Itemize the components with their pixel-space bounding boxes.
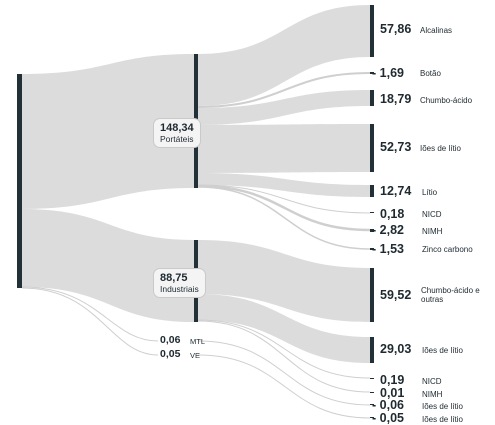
link-total-portateis bbox=[22, 54, 194, 209]
output-value-6: - 2,82 bbox=[372, 223, 404, 237]
portateis-label: Portáteis bbox=[160, 134, 194, 144]
output-value-4: 12,74 bbox=[380, 184, 412, 198]
link-total-industriais bbox=[22, 209, 194, 322]
output-value-6-num: 2,82 bbox=[379, 223, 404, 237]
output-label-1: Botão bbox=[420, 69, 441, 78]
node-chumbo-acido-outras bbox=[370, 268, 374, 322]
mtl-label: MTL bbox=[190, 337, 205, 346]
link-total-ve bbox=[21, 287, 159, 356]
output-value-12: - 0,06 bbox=[372, 398, 404, 412]
ve-label: VE bbox=[190, 351, 201, 360]
node-ioes-litio-p bbox=[370, 124, 374, 172]
link-nicd-i bbox=[197, 319, 371, 379]
output-value-12-num: 0,06 bbox=[379, 398, 404, 412]
output-label-7: Zinco carbono bbox=[422, 245, 473, 254]
link-ioes-litio-mtl bbox=[197, 340, 371, 406]
output-value-9: 29,03 bbox=[380, 342, 412, 356]
link-ioes-litio-ve bbox=[197, 354, 371, 419]
output-value-13: - 0,05 bbox=[372, 411, 404, 425]
output-value-8: 59,52 bbox=[380, 288, 412, 302]
output-value-7: - 1,53 bbox=[372, 242, 404, 256]
output-value-13-num: 0,05 bbox=[379, 411, 404, 425]
output-value-10: 0,19 bbox=[380, 373, 405, 387]
portateis-value: 148,34 bbox=[160, 122, 194, 134]
link-zinco bbox=[197, 186, 371, 250]
node-nicd-p bbox=[370, 212, 374, 213]
node-litio bbox=[370, 185, 374, 197]
output-label-11: NIMH bbox=[422, 390, 443, 399]
output-label-8: Chumbo-ácido e outras bbox=[421, 286, 480, 304]
output-value-2: 18,79 bbox=[380, 92, 412, 106]
output-label-3: Iões de lítio bbox=[420, 144, 461, 153]
industriais-value: 88,75 bbox=[160, 272, 188, 284]
link-nicd-p bbox=[197, 184, 371, 214]
link-botao bbox=[197, 72, 371, 108]
node-botao bbox=[370, 72, 374, 74]
link-total-mtl bbox=[21, 286, 159, 342]
output-label-10: NICD bbox=[422, 377, 442, 386]
output-value-3: 52,73 bbox=[380, 140, 412, 154]
industriais-box: 88,75 Industriais bbox=[153, 268, 206, 298]
output-value-1: - 1,69 bbox=[372, 66, 404, 80]
output-label-9: Iões de lítio bbox=[422, 346, 463, 355]
output-label-6: NIMH bbox=[422, 227, 443, 236]
output-value-1-num: 1,69 bbox=[379, 66, 404, 80]
mtl-value: 0,06 bbox=[160, 334, 181, 346]
node-zinco bbox=[370, 248, 374, 250]
portateis-box: 148,34 Portáteis bbox=[153, 118, 201, 148]
link-nimh-p bbox=[197, 184, 371, 232]
output-label-13: Iões de lítio bbox=[422, 415, 463, 424]
node-alcalinas bbox=[370, 5, 374, 57]
link-chumbo-acido-outras bbox=[198, 240, 370, 322]
output-label-4: Lítio bbox=[422, 188, 438, 197]
node-nimh-p bbox=[370, 229, 374, 232]
link-nimh-i bbox=[197, 320, 371, 393]
node-chumbo-acido bbox=[370, 90, 374, 106]
output-label-12: Iões de lítio bbox=[422, 402, 463, 411]
link-ioes-litio-p bbox=[198, 124, 370, 173]
link-litio bbox=[198, 173, 370, 197]
output-label-0: Alcalinas bbox=[420, 26, 453, 35]
node-total bbox=[17, 74, 22, 288]
node-ioes-litio-ve bbox=[370, 417, 374, 418]
node-nicd-i bbox=[370, 378, 374, 379]
output-value-11: 0,01 bbox=[380, 386, 405, 400]
industriais-label: Industriais bbox=[160, 284, 199, 294]
ve-value: 0,05 bbox=[160, 348, 181, 360]
output-value-5: 0,18 bbox=[380, 207, 405, 221]
node-ioes-litio-i bbox=[370, 337, 374, 363]
output-value-0: 57,86 bbox=[380, 22, 412, 36]
link-ioes-litio-i bbox=[198, 294, 370, 363]
output-label-5: NICD bbox=[422, 210, 442, 219]
link-alcalinas bbox=[198, 5, 370, 106]
node-ioes-litio-mtl bbox=[370, 404, 374, 405]
output-label-2: Chumbo-ácido bbox=[420, 96, 473, 105]
link-chumbo-acido-p bbox=[198, 90, 370, 125]
node-nimh-i bbox=[370, 392, 374, 393]
output-value-7-num: 1,53 bbox=[379, 242, 404, 256]
